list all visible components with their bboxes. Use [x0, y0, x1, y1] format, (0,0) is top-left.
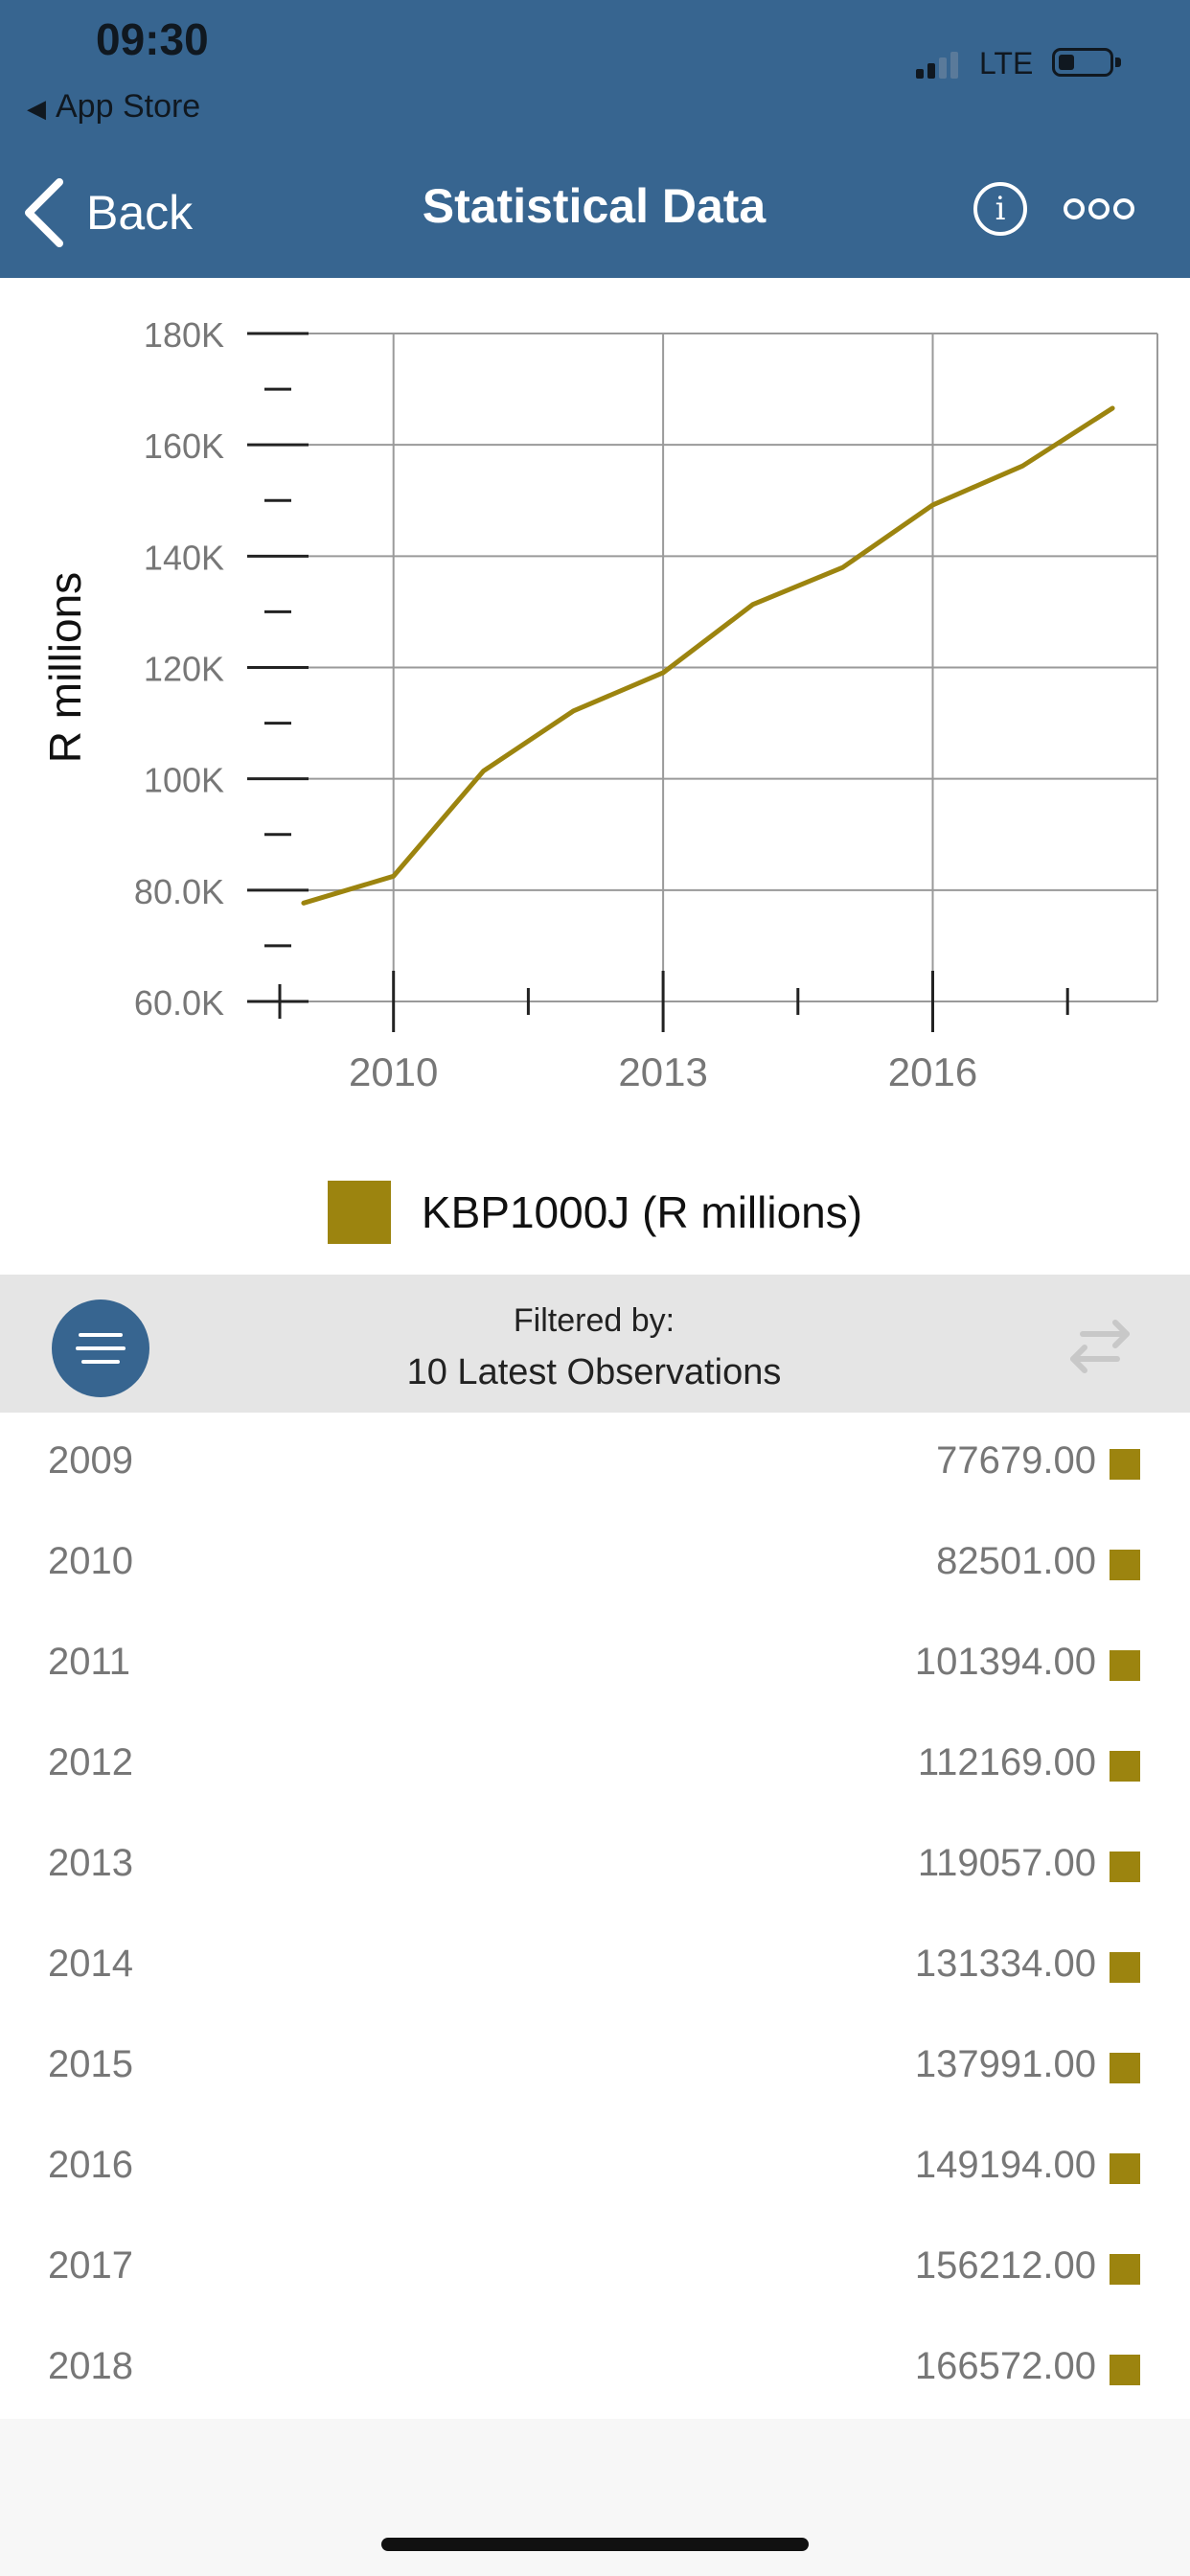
observation-year: 2010: [48, 1540, 133, 1582]
y-tick-label: 180K: [144, 315, 224, 355]
back-to-app-link[interactable]: ◀ App Store: [27, 88, 200, 126]
observation-value: 101394.00: [914, 1641, 1096, 1683]
observation-value: 119057.00: [917, 1842, 1096, 1884]
list-item: 2014 131334.00: [0, 1916, 1190, 2016]
info-icon[interactable]: i: [973, 182, 1027, 236]
observation-value: 149194.00: [914, 2144, 1096, 2186]
y-axis-label: R millions: [40, 572, 90, 763]
observation-value: 131334.00: [914, 1943, 1096, 1985]
observation-value: 166572.00: [914, 2345, 1096, 2387]
back-label: Back: [86, 186, 194, 240]
y-tick-label: 80.0K: [134, 872, 224, 911]
back-button[interactable]: Back: [23, 174, 193, 251]
swap-arrows-icon[interactable]: [1064, 1313, 1136, 1380]
bottom-area: [0, 2419, 1190, 2576]
status-time: 09:30: [96, 14, 209, 64]
list-item: 2009 77679.00: [0, 1413, 1190, 1513]
y-tick-label: 160K: [144, 426, 224, 466]
battery-icon: [1052, 48, 1121, 77]
list-item: 2017 156212.00: [0, 2218, 1190, 2318]
observation-year: 2015: [48, 2043, 133, 2085]
y-tick-label: 140K: [144, 538, 224, 577]
y-tick-label: 60.0K: [134, 983, 224, 1023]
page-title: Statistical Data: [422, 179, 767, 233]
observations-list: 2009 77679.00 2010 82501.00 2011 101394.00 201…: [0, 1413, 1190, 2419]
observation-value: 137991.00: [914, 2043, 1096, 2085]
legend-label: KBP1000J (R millions): [421, 1187, 863, 1237]
y-tick-label: 100K: [144, 761, 224, 800]
observation-year: 2009: [48, 1439, 133, 1482]
series-color-marker: [1110, 2355, 1140, 2385]
legend-swatch: [327, 1181, 391, 1244]
observation-year: 2011: [48, 1641, 131, 1683]
list-item: 2015 137991.00: [0, 2016, 1190, 2117]
chevron-left-icon: [25, 178, 63, 247]
series-color-marker: [1110, 1952, 1140, 1983]
y-tick-label: 120K: [144, 650, 224, 689]
list-item: 2018 166572.00: [0, 2318, 1190, 2419]
chart-svg: 60.0K 80.0K 100K 120K 140K 160K 180K 2010 2013 20…: [40, 315, 1158, 1094]
filter-value: 10 Latest Observations: [406, 1352, 782, 1392]
list-item: 2012 112169.00: [0, 1714, 1190, 1815]
observation-value: 82501.00: [936, 1540, 1096, 1582]
filter-summary: Filtered by: 10 Latest Observations: [287, 1298, 901, 1401]
chart-legend: KBP1000J (R millions): [0, 1169, 1190, 1255]
series-color-marker: [1110, 2254, 1140, 2285]
observation-year: 2017: [48, 2244, 133, 2287]
list-item: 2011 101394.00: [0, 1614, 1190, 1714]
x-tick-label: 2010: [349, 1049, 438, 1094]
nav-header: 09:30 ◀ App Store LTE Back Statistical Da…: [0, 0, 1190, 278]
series-color-marker: [1110, 1751, 1140, 1782]
observation-value: 77679.00: [936, 1439, 1096, 1482]
series-color-marker: [1110, 1852, 1140, 1882]
list-item: 2010 82501.00: [0, 1513, 1190, 1614]
line-chart: 60.0K 80.0K 100K 120K 140K 160K 180K 2010 2013 20…: [0, 278, 1190, 1275]
observation-year: 2014: [48, 1943, 133, 1985]
series-line: [301, 405, 1115, 906]
series-color-marker: [1110, 2053, 1140, 2083]
network-type: LTE: [979, 46, 1034, 80]
observation-value: 156212.00: [914, 2244, 1096, 2287]
filter-title: Filtered by:: [513, 1302, 675, 1339]
signal-icon: [916, 50, 964, 79]
more-options-icon[interactable]: [1064, 195, 1134, 223]
observation-year: 2016: [48, 2144, 133, 2186]
x-tick-label: 2016: [888, 1049, 977, 1094]
filter-bar: Filtered by: 10 Latest Observations: [0, 1275, 1190, 1413]
back-triangle-icon: ◀: [27, 94, 46, 123]
observation-year: 2012: [48, 1741, 133, 1783]
back-app-label: App Store: [56, 88, 201, 125]
home-indicator[interactable]: [381, 2538, 809, 2551]
observation-year: 2013: [48, 1842, 133, 1884]
list-item: 2013 119057.00: [0, 1815, 1190, 1916]
series-color-marker: [1110, 1650, 1140, 1681]
x-tick-label: 2013: [618, 1049, 707, 1094]
series-color-marker: [1110, 2153, 1140, 2184]
list-item: 2016 149194.00: [0, 2117, 1190, 2218]
filter-menu-button[interactable]: [52, 1300, 149, 1397]
observation-year: 2018: [48, 2345, 133, 2387]
series-color-marker: [1110, 1449, 1140, 1480]
observation-value: 112169.00: [917, 1741, 1096, 1783]
series-color-marker: [1110, 1550, 1140, 1580]
